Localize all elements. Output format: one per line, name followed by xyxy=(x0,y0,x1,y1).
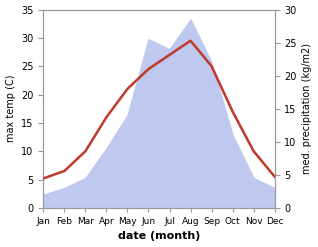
Y-axis label: max temp (C): max temp (C) xyxy=(5,75,16,143)
X-axis label: date (month): date (month) xyxy=(118,231,200,242)
Y-axis label: med. precipitation (kg/m2): med. precipitation (kg/m2) xyxy=(302,43,313,174)
